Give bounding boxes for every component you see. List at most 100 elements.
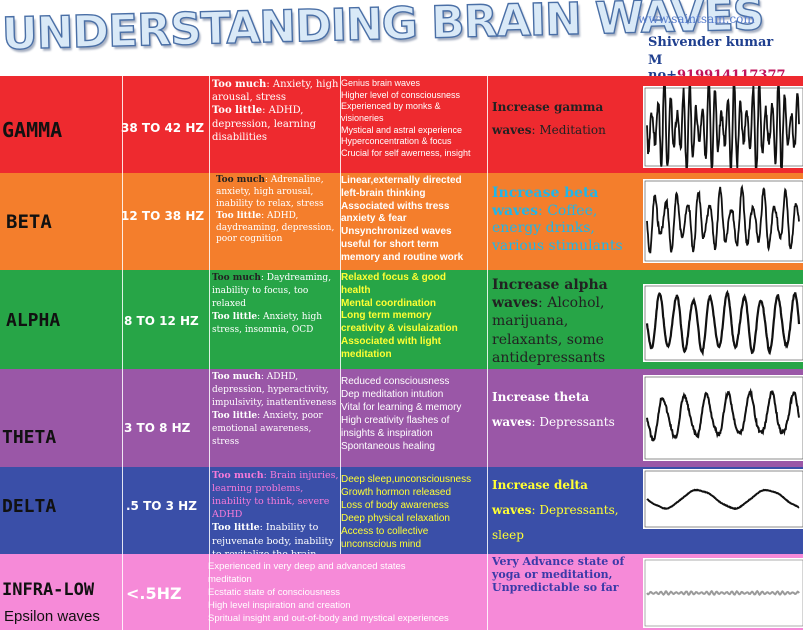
too-much-text: : Anxiety, high arousal, stress <box>212 79 339 104</box>
wave-effects: Experienced in very deep and advanced st… <box>208 560 488 626</box>
effect-item: visioneries <box>341 113 384 124</box>
effect-item: Ecstatic state of consciousness <box>208 587 341 599</box>
too-little-label: Too little <box>216 210 262 221</box>
alpha-wave-icon <box>643 284 803 362</box>
page-title: UNDERSTANDING BRAIN WAVES <box>1 0 765 61</box>
wave-name: INFRA-LOW <box>2 580 95 600</box>
increase-text: : Alcohol, marijuana, relaxants, some an… <box>492 295 606 366</box>
delta-wave-icon <box>643 469 803 529</box>
effect-item: meditation <box>208 574 252 586</box>
effect-item: Reduced consciousness <box>341 376 450 387</box>
wave-effects: Relaxed focus & good health Mental coord… <box>341 272 487 362</box>
theta-wave-line <box>646 387 800 442</box>
effect-item: Experienced in very deep and advanced st… <box>208 561 406 572</box>
too-much-text: : Daydreaming, inability to focus, too r… <box>212 273 332 310</box>
wave-frequency: 12 TO 38 HZ <box>121 209 205 223</box>
increase-note: Very Advance state of yoga or meditation… <box>492 555 640 595</box>
too-little-text: : ADHD, depression, learning disabilitie… <box>212 105 317 143</box>
effect-item: Hyperconcentration & focus <box>341 136 452 147</box>
wave-effects: Deep sleep,unconsciousness Growth hormon… <box>341 473 487 551</box>
wave-frequency: 38 TO 42 HZ <box>121 121 205 135</box>
gamma-wave-line <box>646 86 800 168</box>
effect-item: Deep sleep,unconsciousness <box>341 474 472 485</box>
beta-wave-svg <box>644 180 803 262</box>
theta-wave-icon <box>643 375 803 461</box>
wave-frequency: 3 TO 8 HZ <box>124 421 191 435</box>
too-little-label: Too little <box>212 312 258 323</box>
too-little-text: : ADHD, daydreaming, depression, poor co… <box>216 210 335 245</box>
effect-item: left-brain thinking <box>341 187 426 199</box>
beta-wave-icon <box>643 179 803 263</box>
too-little-text: : Anxiety, high stress, insomnia, OCD <box>212 312 323 336</box>
wave-subtitle: Epsilon waves <box>4 608 100 625</box>
effect-item: unconscious mind <box>341 539 422 550</box>
increase-title: Increase delta <box>492 478 588 492</box>
wave-name: BETA <box>6 211 52 233</box>
theta-row: THETA 3 TO 8 HZ Too much: ADHD, depressi… <box>0 369 803 467</box>
increase-title: Increase alpha <box>492 277 608 293</box>
effect-item: meditation <box>341 348 392 360</box>
alpha-wave-svg <box>644 285 803 361</box>
increase-note: Increase gamma waves: Meditation <box>492 96 640 142</box>
wave-name: GAMMA <box>2 118 63 142</box>
effect-item: insights & inspiration <box>341 428 433 439</box>
wave-symptoms: Too much: Daydreaming, inability to focu… <box>212 272 338 337</box>
too-little-label: Too little <box>212 411 258 422</box>
alpha-wave-line <box>645 289 801 357</box>
gamma-row: GAMMA 38 TO 42 HZ Too much: Anxiety, hig… <box>0 76 803 173</box>
effect-item: Spritual insight and out-of-body and mys… <box>208 613 449 625</box>
increase-note: Increase beta waves: Coffee, energy drin… <box>492 185 640 255</box>
author-name: Shivender kumar <box>648 35 774 50</box>
increase-label: waves <box>492 415 532 430</box>
too-little-label: Too little <box>212 105 263 117</box>
increase-label: waves <box>492 202 539 219</box>
beta-row: BETA 12 TO 38 HZ Too much: Adrenaline, a… <box>0 173 803 270</box>
increase-title: Increase theta <box>492 390 590 404</box>
increase-note: Increase alpha waves: Alcohol, marijuana… <box>492 276 640 367</box>
wave-name: THETA <box>2 427 57 448</box>
effect-item: Crucial for self awerness, insight <box>341 148 471 159</box>
increase-note: Increase theta waves: Depressants <box>492 385 640 435</box>
increase-label: waves <box>492 295 539 312</box>
delta-wave-svg <box>644 470 803 528</box>
too-much-text: : Brain injuries, learning problems, ina… <box>212 470 339 521</box>
effect-item: Associated with light <box>341 335 442 347</box>
wave-symptoms: Too much: ADHD, depression, hyperactivit… <box>212 371 338 449</box>
effect-item: creativity & visulaization <box>341 323 458 335</box>
effect-item: memory and routine work <box>341 251 464 263</box>
effect-item: Linear,externally directed <box>341 175 462 186</box>
infra-low-wave-svg <box>644 559 803 627</box>
too-little-label: Too little <box>212 522 260 534</box>
increase-text: : Coffee, energy drinks, various stimula… <box>492 202 623 254</box>
too-little-text: : Anxiety, poor emotional awareness, str… <box>212 411 323 448</box>
wave-symptoms: Too much: Anxiety, high arousal, stress … <box>212 78 340 144</box>
infra-low-wave-icon <box>643 558 803 628</box>
infra-low-wave-line <box>646 589 800 596</box>
too-much-label: Too much <box>216 175 265 185</box>
website-link[interactable]: www.saintsam.com <box>638 12 755 26</box>
wave-frequency: .5 TO 3 HZ <box>126 499 197 513</box>
gamma-wave-svg <box>644 86 803 168</box>
delta-row: DELTA .5 TO 3 HZ Too much: Brain injurie… <box>0 467 803 573</box>
too-much-text: : Adrenaline, anxiety, high arousal, ina… <box>216 175 324 209</box>
alpha-row: ALPHA 8 TO 12 HZ Too much: Daydreaming, … <box>0 270 803 369</box>
increase-text: : Depressants, sleep <box>492 503 619 543</box>
increase-note: Increase delta waves: Depressants, sleep <box>492 473 640 549</box>
effect-item: Access to collective <box>341 526 429 537</box>
effect-item: Mystical and astral experience <box>341 124 463 135</box>
too-much-label: Too much <box>212 470 264 481</box>
effect-item: Spontaneous healing <box>341 441 435 452</box>
wave-name: DELTA <box>2 496 57 517</box>
effect-item: Experienced by monks & <box>341 101 441 112</box>
effect-item: Genius brain waves <box>341 78 421 88</box>
effect-item: Long term memory <box>341 310 432 322</box>
gamma-wave-icon <box>643 86 803 168</box>
effect-item: Dep meditation intution <box>341 389 444 400</box>
effect-item: Relaxed focus & good <box>341 272 447 283</box>
effect-item: Growth hormon released <box>341 487 452 498</box>
wave-effects: Reduced consciousness Dep meditation int… <box>341 375 487 453</box>
increase-text: Very Advance state of yoga or meditation… <box>492 555 625 595</box>
wave-name: ALPHA <box>6 310 61 331</box>
wave-symptoms: Too much: Adrenaline, anxiety, high arou… <box>216 175 338 246</box>
effect-item: useful for short term <box>341 238 439 250</box>
